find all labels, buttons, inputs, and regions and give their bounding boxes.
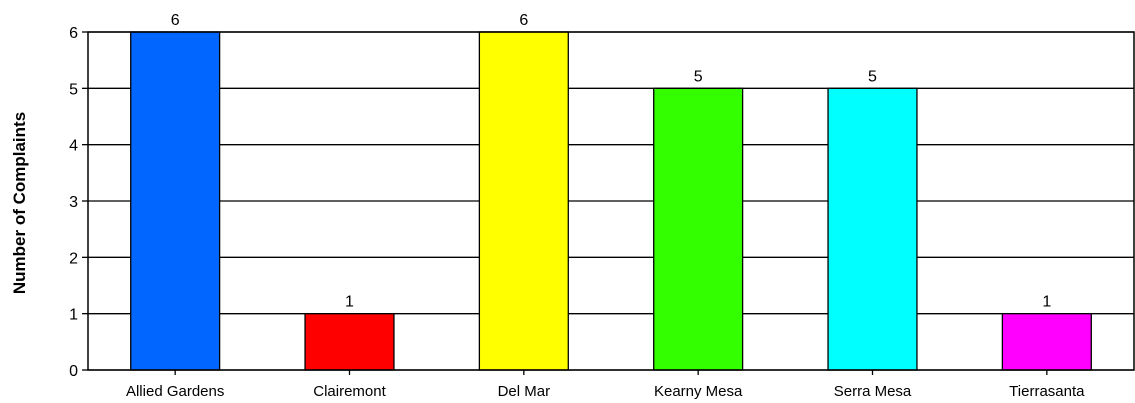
category-label: Allied Gardens: [126, 383, 224, 400]
bar: [131, 32, 220, 370]
bar: [479, 32, 568, 370]
y-tick-label: 5: [69, 81, 78, 98]
y-axis-ticks: 0 1 2 3 4 5 6: [69, 25, 88, 380]
y-tick-label: 0: [69, 363, 78, 380]
data-label: 6: [171, 12, 180, 29]
gridlines: [88, 32, 1134, 370]
y-tick-label: 3: [69, 194, 78, 211]
category-labels: Allied Gardens Clairemont Del Mar Kearny Me…: [126, 370, 1085, 400]
category-label: Tierrasanta: [1009, 383, 1085, 400]
data-label: 5: [694, 68, 703, 85]
bar: [305, 314, 394, 370]
data-label: 6: [519, 12, 528, 29]
bar: [828, 88, 917, 370]
category-label: Del Mar: [498, 383, 551, 400]
y-axis-label: Number of Complaints: [10, 112, 29, 294]
bar: [1002, 314, 1091, 370]
data-label: 5: [868, 68, 877, 85]
category-label: Serra Mesa: [834, 383, 912, 400]
bar: [654, 88, 743, 370]
y-tick-label: 6: [69, 25, 78, 42]
data-label: 1: [1042, 294, 1051, 311]
data-label: 1: [345, 294, 354, 311]
y-tick-label: 4: [69, 138, 78, 155]
data-labels: 6 1 6 5 5 1: [171, 12, 1052, 311]
category-label: Kearny Mesa: [654, 383, 743, 400]
y-tick-label: 2: [69, 250, 78, 267]
category-label: Clairemont: [313, 383, 386, 400]
y-tick-label: 1: [69, 307, 78, 324]
